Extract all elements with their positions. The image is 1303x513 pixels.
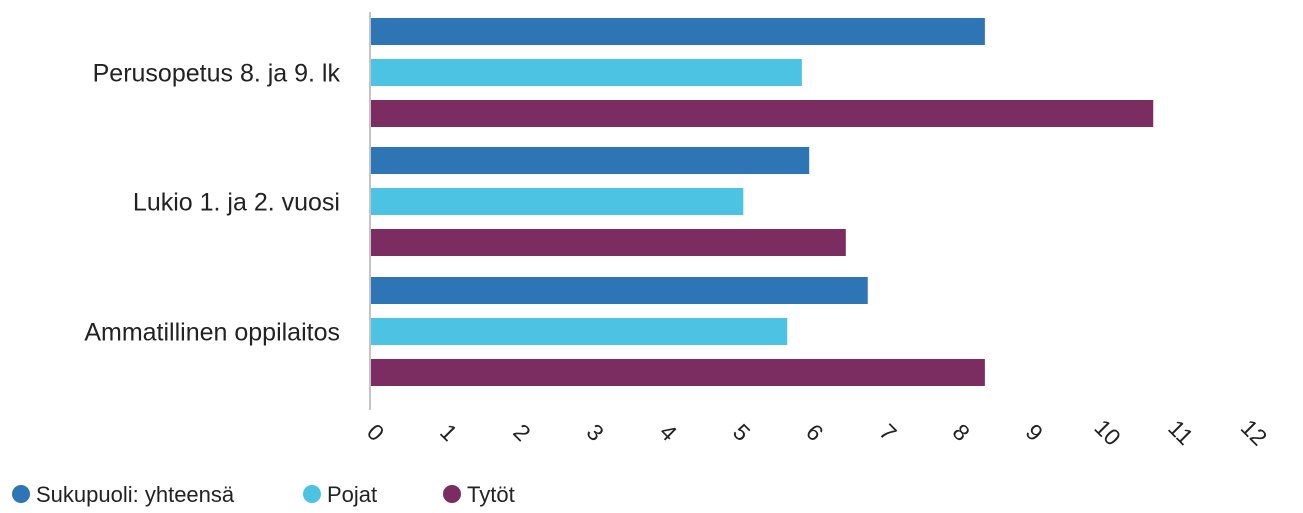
category-labels: Perusopetus 8. ja 9. lk Lukio 1. ja 2. vu… <box>84 60 340 347</box>
x-tick-label-11: 11 <box>1163 415 1198 450</box>
category-label-1: Lukio 1. ja 2. vuosi <box>133 189 340 217</box>
bars-group <box>371 18 1153 386</box>
legend-marker-0 <box>12 485 30 503</box>
legend-label-1: Pojat <box>327 482 377 507</box>
x-tick-label-10: 10 <box>1089 414 1125 450</box>
x-tick-label-6: 6 <box>801 419 828 446</box>
bar-2-2 <box>371 359 985 386</box>
x-tick-label-5: 5 <box>728 419 755 446</box>
x-tick-label-7: 7 <box>874 419 901 446</box>
x-tick-labels: 012345678910111213 <box>362 414 1303 450</box>
x-tick-label-9: 9 <box>1021 419 1048 446</box>
category-label-2: Ammatillinen oppilaitos <box>84 319 340 347</box>
x-tick-label-3: 3 <box>582 419 609 446</box>
legend-label-0: Sukupuoli: yhteensä <box>36 482 235 507</box>
x-tick-label-0: 0 <box>362 419 389 446</box>
bar-2-0 <box>371 277 868 304</box>
x-tick-label-4: 4 <box>655 419 683 447</box>
bar-0-1 <box>371 59 802 86</box>
legend: Sukupuoli: yhteensä Pojat Tytöt <box>12 482 515 507</box>
legend-label-2: Tytöt <box>467 482 515 507</box>
bar-1-2 <box>371 229 846 256</box>
x-tick-label-12: 12 <box>1236 414 1272 450</box>
x-tick-label-2: 2 <box>508 419 535 446</box>
legend-marker-2 <box>443 485 461 503</box>
category-label-0: Perusopetus 8. ja 9. lk <box>93 60 341 88</box>
bar-1-1 <box>371 188 743 215</box>
bar-0-2 <box>371 100 1153 127</box>
x-tick-label-1: 1 <box>435 419 462 446</box>
bar-2-1 <box>371 318 787 345</box>
bar-0-0 <box>371 18 985 45</box>
bar-1-0 <box>371 147 809 174</box>
legend-marker-1 <box>303 485 321 503</box>
x-tick-label-8: 8 <box>948 419 975 446</box>
